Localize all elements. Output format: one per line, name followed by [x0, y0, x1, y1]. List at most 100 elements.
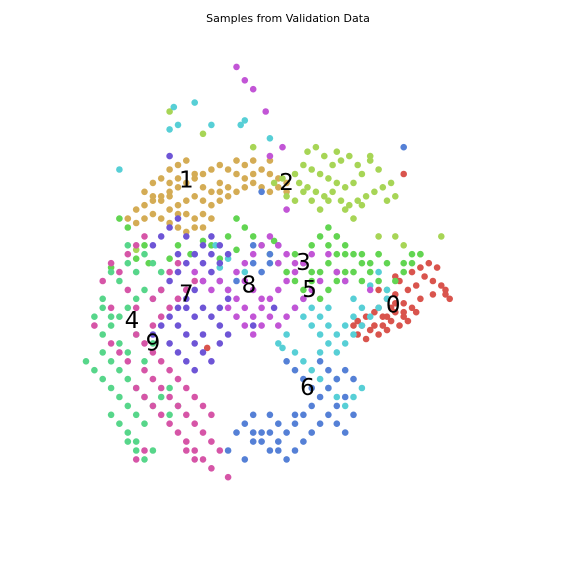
point-1-67 [199, 224, 207, 231]
point-4-22 [116, 393, 123, 401]
point-3-28 [375, 250, 382, 258]
point-5-8 [358, 322, 366, 329]
point-7-30 [166, 340, 173, 347]
point-1-11 [216, 161, 224, 169]
point-4-37 [116, 340, 123, 347]
point-4-32 [166, 384, 173, 392]
point-8-15 [258, 242, 265, 249]
points-layer [82, 63, 454, 481]
point-9-55 [91, 322, 98, 329]
point-5-22 [291, 349, 299, 356]
cluster-label-8: 8 [242, 273, 257, 299]
point-9-2 [149, 349, 157, 356]
point-0-31 [433, 264, 441, 271]
point-2-52 [249, 143, 257, 151]
point-7-3 [174, 268, 182, 276]
point-8-8 [283, 277, 290, 285]
point-1-50 [258, 166, 265, 173]
point-8-10 [300, 259, 307, 267]
point-6-0 [241, 420, 249, 428]
point-1-31 [233, 188, 240, 196]
point-3-26 [358, 277, 366, 285]
point-2-3 [333, 179, 341, 187]
point-5-20 [283, 331, 290, 338]
point-7-42 [166, 152, 173, 160]
point-1-45 [208, 215, 215, 222]
point-4-31 [157, 393, 165, 401]
point-1-47 [224, 193, 232, 200]
point-1-38 [199, 197, 207, 204]
point-8-11 [308, 250, 316, 258]
point-7-26 [216, 322, 224, 329]
point-7-21 [191, 340, 198, 347]
point-2-16 [295, 179, 303, 187]
point-8-42 [279, 143, 286, 151]
point-3-31 [241, 224, 249, 231]
point-1-41 [174, 224, 182, 231]
point-7-16 [166, 313, 173, 321]
point-7-35 [157, 233, 165, 240]
point-9-15 [191, 277, 198, 285]
point-5-34 [208, 121, 215, 129]
point-2-25 [371, 188, 378, 196]
point-2-32 [358, 201, 366, 209]
point-9-0 [132, 331, 140, 338]
series-1 [124, 157, 290, 236]
point-9-45 [132, 304, 140, 312]
point-6-36 [350, 411, 357, 419]
point-2-2 [325, 175, 332, 182]
point-8-22 [258, 295, 265, 303]
point-0-10 [404, 286, 412, 294]
point-2-26 [379, 184, 387, 191]
point-1-43 [191, 215, 198, 222]
point-1-20 [141, 188, 148, 196]
point-3-33 [224, 233, 232, 240]
point-1-51 [266, 170, 274, 178]
point-7-11 [208, 268, 215, 276]
point-8-0 [216, 277, 224, 285]
point-9-1 [141, 340, 148, 347]
point-4-44 [166, 411, 173, 419]
point-2-17 [304, 184, 311, 191]
point-1-57 [191, 224, 198, 231]
point-4-1 [107, 322, 115, 329]
point-9-50 [191, 456, 198, 463]
point-9-26 [124, 358, 132, 365]
point-0-45 [375, 286, 382, 294]
point-5-37 [116, 166, 123, 173]
point-9-17 [149, 375, 157, 383]
point-4-34 [149, 340, 157, 347]
point-9-40 [124, 250, 132, 258]
point-6-50 [249, 438, 257, 445]
point-1-28 [208, 188, 215, 196]
point-5-43 [241, 117, 249, 124]
point-9-21 [183, 411, 190, 419]
point-0-0 [354, 317, 362, 325]
point-0-28 [408, 304, 416, 312]
point-8-41 [266, 152, 274, 160]
point-5-15 [325, 322, 332, 329]
point-8-49 [325, 250, 332, 258]
point-8-4 [249, 313, 257, 321]
point-8-34 [258, 322, 265, 329]
point-9-46 [149, 295, 157, 303]
point-7-41 [224, 295, 232, 303]
point-8-28 [308, 286, 316, 294]
point-8-30 [224, 304, 232, 312]
point-2-34 [325, 197, 332, 204]
point-2-7 [354, 161, 362, 169]
point-4-21 [82, 358, 90, 365]
point-8-24 [275, 322, 282, 329]
point-5-52 [174, 121, 182, 129]
cluster-label-4: 4 [125, 308, 140, 334]
point-0-12 [408, 268, 416, 276]
point-8-31 [233, 313, 240, 321]
point-2-33 [341, 206, 349, 213]
point-6-43 [233, 277, 240, 285]
point-4-38 [99, 304, 106, 312]
point-6-42 [249, 259, 257, 267]
point-8-9 [291, 268, 299, 276]
point-0-38 [383, 313, 391, 321]
point-1-62 [249, 170, 257, 178]
point-0-16 [438, 282, 445, 289]
